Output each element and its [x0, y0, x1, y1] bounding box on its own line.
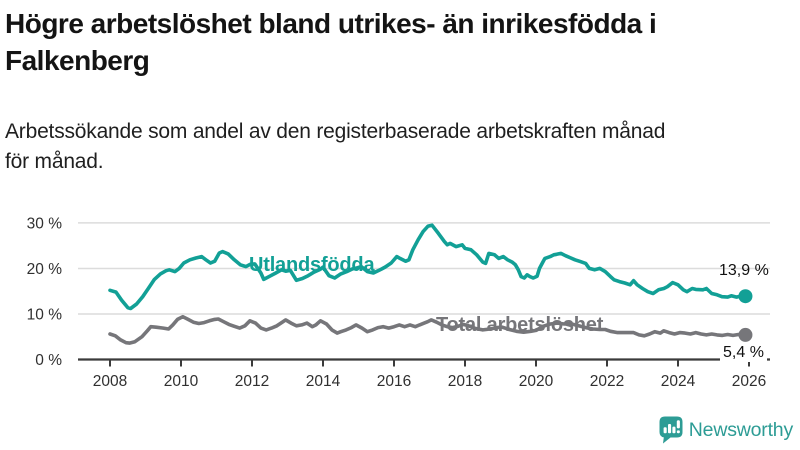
- newsworthy-logo-link[interactable]: Newsworthy: [659, 416, 793, 444]
- x-tick-label: 2014: [306, 373, 341, 390]
- x-tick-label: 2024: [661, 373, 696, 390]
- page-subtitle: Arbetssökande som andel av den registerb…: [5, 117, 797, 177]
- y-tick-label: 30 %: [27, 215, 63, 232]
- x-tick-label: 2010: [164, 373, 199, 390]
- y-tick-label: 20 %: [27, 261, 63, 278]
- x-tick-label: 2018: [448, 373, 482, 390]
- end-value-total-arbetsloshet: 5,4 %: [720, 344, 767, 362]
- utlandsfodda-line: [108, 223, 748, 311]
- newsworthy-logo-text: Newsworthy: [688, 418, 793, 441]
- utlandsfodda-end-dot: [738, 289, 753, 304]
- y-tick-label: 0 %: [35, 352, 62, 369]
- x-tick-label: 2016: [377, 373, 411, 390]
- page-title-line-1: Högre arbetslöshet bland utrikes- än inr…: [5, 8, 657, 39]
- page-subtitle-line-1: Arbetssökande som andel av den registerb…: [5, 120, 666, 143]
- page-title: Högre arbetslöshet bland utrikes- än inr…: [5, 5, 797, 79]
- end-value-utlandsfodda: 13,9 %: [719, 262, 769, 279]
- page-title-line-2: Falkenberg: [5, 45, 150, 76]
- x-tick-label: 2008: [93, 373, 127, 390]
- total-arbetsloshet-line: [108, 314, 748, 345]
- series-label-utlandsfodda: Utlandsfödda: [249, 254, 375, 276]
- x-tick-label: 2012: [235, 373, 269, 390]
- page-subtitle-line-2: för månad.: [5, 150, 104, 173]
- x-tick-label: 2022: [590, 373, 624, 390]
- x-tick-label: 2020: [519, 373, 554, 390]
- newsworthy-chart-bubble-icon: [659, 416, 683, 444]
- total-arbetsloshet-end-dot: [738, 327, 753, 342]
- x-tick-label: 2026: [732, 373, 766, 390]
- series-label-total-arbetsloshet: Total arbetslöshet: [436, 314, 604, 336]
- y-tick-label: 10 %: [27, 306, 63, 323]
